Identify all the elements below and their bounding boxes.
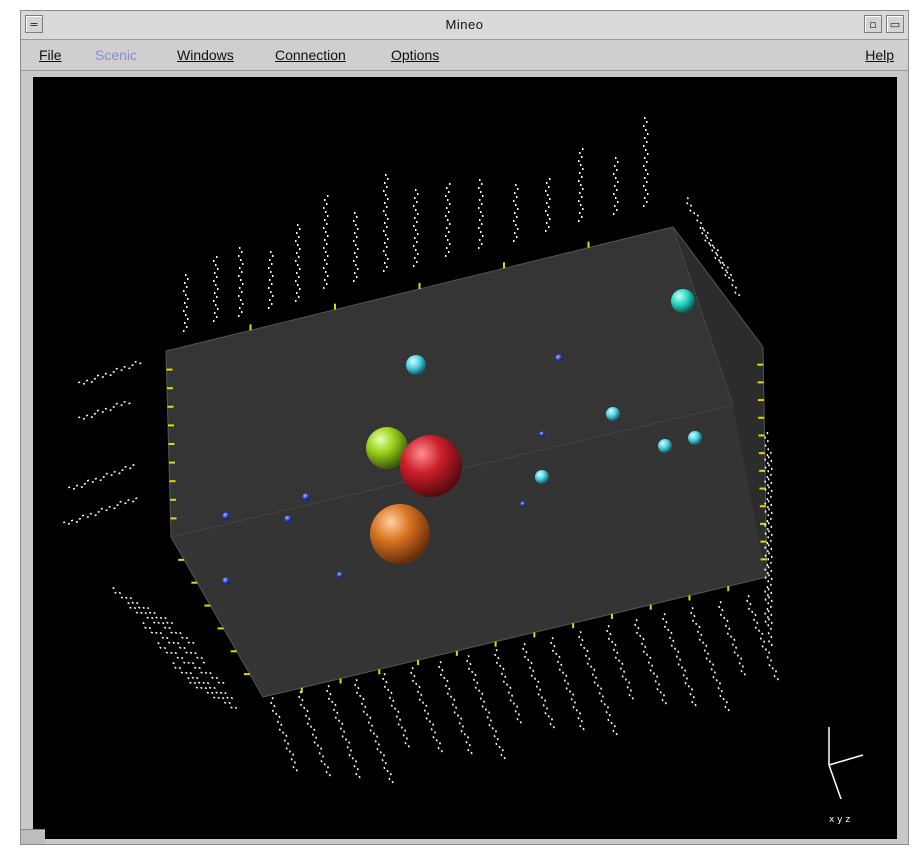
tick-label-glyphs bbox=[383, 174, 389, 272]
tick-label-glyphs bbox=[323, 195, 329, 289]
menu-file[interactable]: File bbox=[39, 47, 62, 63]
tick-label-glyphs bbox=[354, 679, 394, 784]
3d-viewport[interactable]: x y z bbox=[33, 77, 897, 839]
tick-label-glyphs bbox=[466, 655, 506, 760]
window-title: Mineo bbox=[445, 17, 484, 32]
sphere-cyan bbox=[688, 431, 702, 445]
tick-label-glyphs bbox=[478, 179, 484, 249]
title-bar[interactable]: = Mineo ▫ ▭ bbox=[21, 11, 908, 40]
tick-label-glyphs bbox=[764, 586, 773, 625]
application-window: = Mineo ▫ ▭ File Scenic Windows Connecti… bbox=[20, 10, 909, 845]
scene-svg: x y z bbox=[63, 117, 864, 825]
tick-label-glyphs bbox=[445, 183, 451, 257]
axes-triad-label: x y z bbox=[829, 815, 850, 825]
tick-label-glyphs bbox=[112, 587, 174, 625]
tick-label-glyphs bbox=[613, 157, 619, 215]
tick-label-glyphs bbox=[764, 608, 773, 647]
tick-label-glyphs bbox=[662, 613, 697, 707]
tick-label-glyphs bbox=[187, 677, 238, 710]
tick-label-glyphs bbox=[545, 178, 551, 232]
sphere-orange bbox=[370, 504, 430, 564]
tick-label-glyphs bbox=[410, 667, 443, 753]
tick-label-glyphs bbox=[634, 619, 667, 705]
tick-label-glyphs bbox=[746, 595, 779, 681]
tick-label-glyphs bbox=[68, 463, 135, 490]
tick-label-glyphs bbox=[142, 622, 206, 664]
tick-label-glyphs bbox=[764, 432, 773, 471]
tick-label-glyphs bbox=[438, 661, 473, 755]
tick-label-glyphs bbox=[764, 476, 773, 515]
menu-help[interactable]: Help bbox=[865, 47, 894, 63]
minimize-button[interactable]: ▫ bbox=[864, 15, 882, 33]
tick-label-glyphs bbox=[157, 642, 225, 685]
tick-label-glyphs bbox=[382, 673, 410, 748]
tick-label-glyphs bbox=[606, 625, 634, 700]
window-menu-button[interactable]: = bbox=[25, 15, 43, 33]
sphere-cyan bbox=[658, 439, 672, 453]
tick-label-glyphs bbox=[764, 454, 773, 493]
tick-label-glyphs bbox=[764, 564, 773, 603]
tick-label-glyphs bbox=[494, 649, 522, 724]
box-back-face bbox=[166, 227, 763, 537]
tick-label-glyphs bbox=[686, 197, 733, 277]
tick-label-glyphs bbox=[701, 227, 741, 297]
tick-label-glyphs bbox=[326, 685, 361, 779]
point-blue bbox=[337, 572, 343, 578]
sphere-cyan bbox=[406, 355, 426, 375]
axis-ticks bbox=[166, 241, 767, 693]
tick-label-glyphs bbox=[522, 643, 555, 729]
tick-label-glyphs bbox=[295, 224, 301, 302]
menu-scenic: Scenic bbox=[95, 47, 138, 63]
resize-grip[interactable] bbox=[21, 829, 45, 844]
sphere-green bbox=[366, 427, 408, 469]
tick-label-glyphs bbox=[643, 117, 649, 207]
tick-label-glyphs bbox=[413, 189, 419, 267]
tick-label-glyphs bbox=[183, 274, 189, 332]
tick-label-glyphs bbox=[690, 607, 730, 712]
tick-label-glyphs bbox=[78, 360, 142, 385]
maximize-button[interactable]: ▭ bbox=[886, 15, 904, 33]
tick-label-glyphs bbox=[127, 602, 195, 645]
point-blue bbox=[284, 515, 292, 523]
sphere-teal-corner bbox=[671, 289, 695, 313]
tick-label-glyphs bbox=[353, 212, 359, 282]
tick-label-glyphs bbox=[764, 520, 773, 559]
tick-label-glyphs bbox=[578, 631, 618, 736]
tick-label-glyphs bbox=[764, 498, 773, 537]
tick-label-glyphs bbox=[718, 601, 746, 676]
tick-label-glyphs bbox=[550, 637, 585, 731]
menu-bar: File Scenic Windows Connection Options H… bbox=[21, 40, 908, 71]
axis-tick-labels bbox=[63, 117, 779, 784]
axes-triad bbox=[828, 727, 864, 800]
point-blue bbox=[302, 493, 310, 501]
point-blue bbox=[539, 431, 545, 437]
sphere-cyan bbox=[535, 470, 549, 484]
menu-connection[interactable]: Connection bbox=[275, 47, 346, 63]
tick-label-glyphs bbox=[764, 542, 773, 581]
tick-label-glyphs bbox=[513, 184, 519, 242]
box-floor-face bbox=[171, 405, 767, 697]
point-blue bbox=[555, 354, 563, 362]
point-blue bbox=[520, 501, 526, 507]
tick-label-glyphs bbox=[63, 497, 138, 525]
sphere-cyan bbox=[606, 407, 620, 421]
tick-label-glyphs bbox=[213, 256, 219, 322]
point-blue bbox=[222, 577, 230, 585]
tick-label-glyphs bbox=[578, 148, 584, 222]
box-right-face bbox=[673, 227, 767, 577]
tick-label-glyphs bbox=[268, 251, 274, 309]
tick-label-glyphs bbox=[238, 247, 244, 317]
sphere-red bbox=[400, 435, 462, 497]
menu-options[interactable]: Options bbox=[391, 47, 440, 63]
menu-windows[interactable]: Windows bbox=[177, 47, 234, 63]
tick-label-glyphs bbox=[78, 400, 131, 420]
point-blue bbox=[222, 512, 230, 520]
tick-label-glyphs bbox=[270, 697, 298, 772]
tick-label-glyphs bbox=[298, 691, 331, 777]
tick-label-glyphs bbox=[172, 662, 234, 700]
